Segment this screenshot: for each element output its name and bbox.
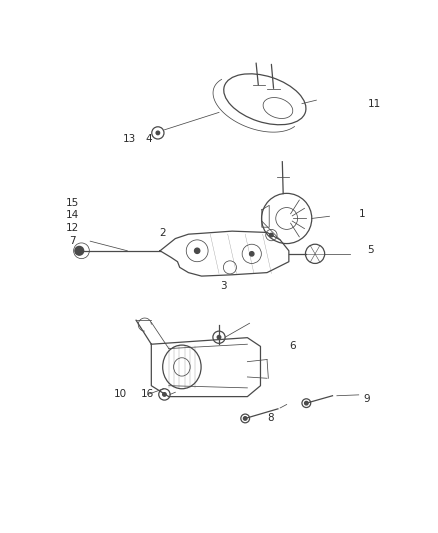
Circle shape [194, 248, 200, 253]
Circle shape [250, 252, 254, 256]
Text: 9: 9 [363, 394, 370, 404]
Text: 8: 8 [267, 413, 274, 423]
Circle shape [270, 233, 273, 237]
Circle shape [217, 335, 221, 339]
Circle shape [156, 131, 159, 135]
Text: 7: 7 [69, 236, 76, 246]
Text: 3: 3 [220, 281, 227, 290]
Text: 11: 11 [367, 99, 381, 109]
Text: 2: 2 [159, 228, 166, 238]
Text: 12: 12 [66, 223, 79, 232]
Text: 10: 10 [114, 390, 127, 399]
Text: 14: 14 [66, 211, 79, 221]
Text: 1: 1 [359, 209, 365, 219]
Text: 16: 16 [141, 390, 155, 399]
Circle shape [304, 401, 308, 405]
Text: 6: 6 [289, 341, 296, 351]
Circle shape [244, 417, 247, 420]
Text: 5: 5 [367, 245, 374, 255]
Text: 4: 4 [146, 134, 152, 144]
Circle shape [75, 246, 84, 255]
Circle shape [162, 393, 166, 396]
Text: 15: 15 [66, 198, 79, 208]
Text: 13: 13 [123, 134, 136, 144]
